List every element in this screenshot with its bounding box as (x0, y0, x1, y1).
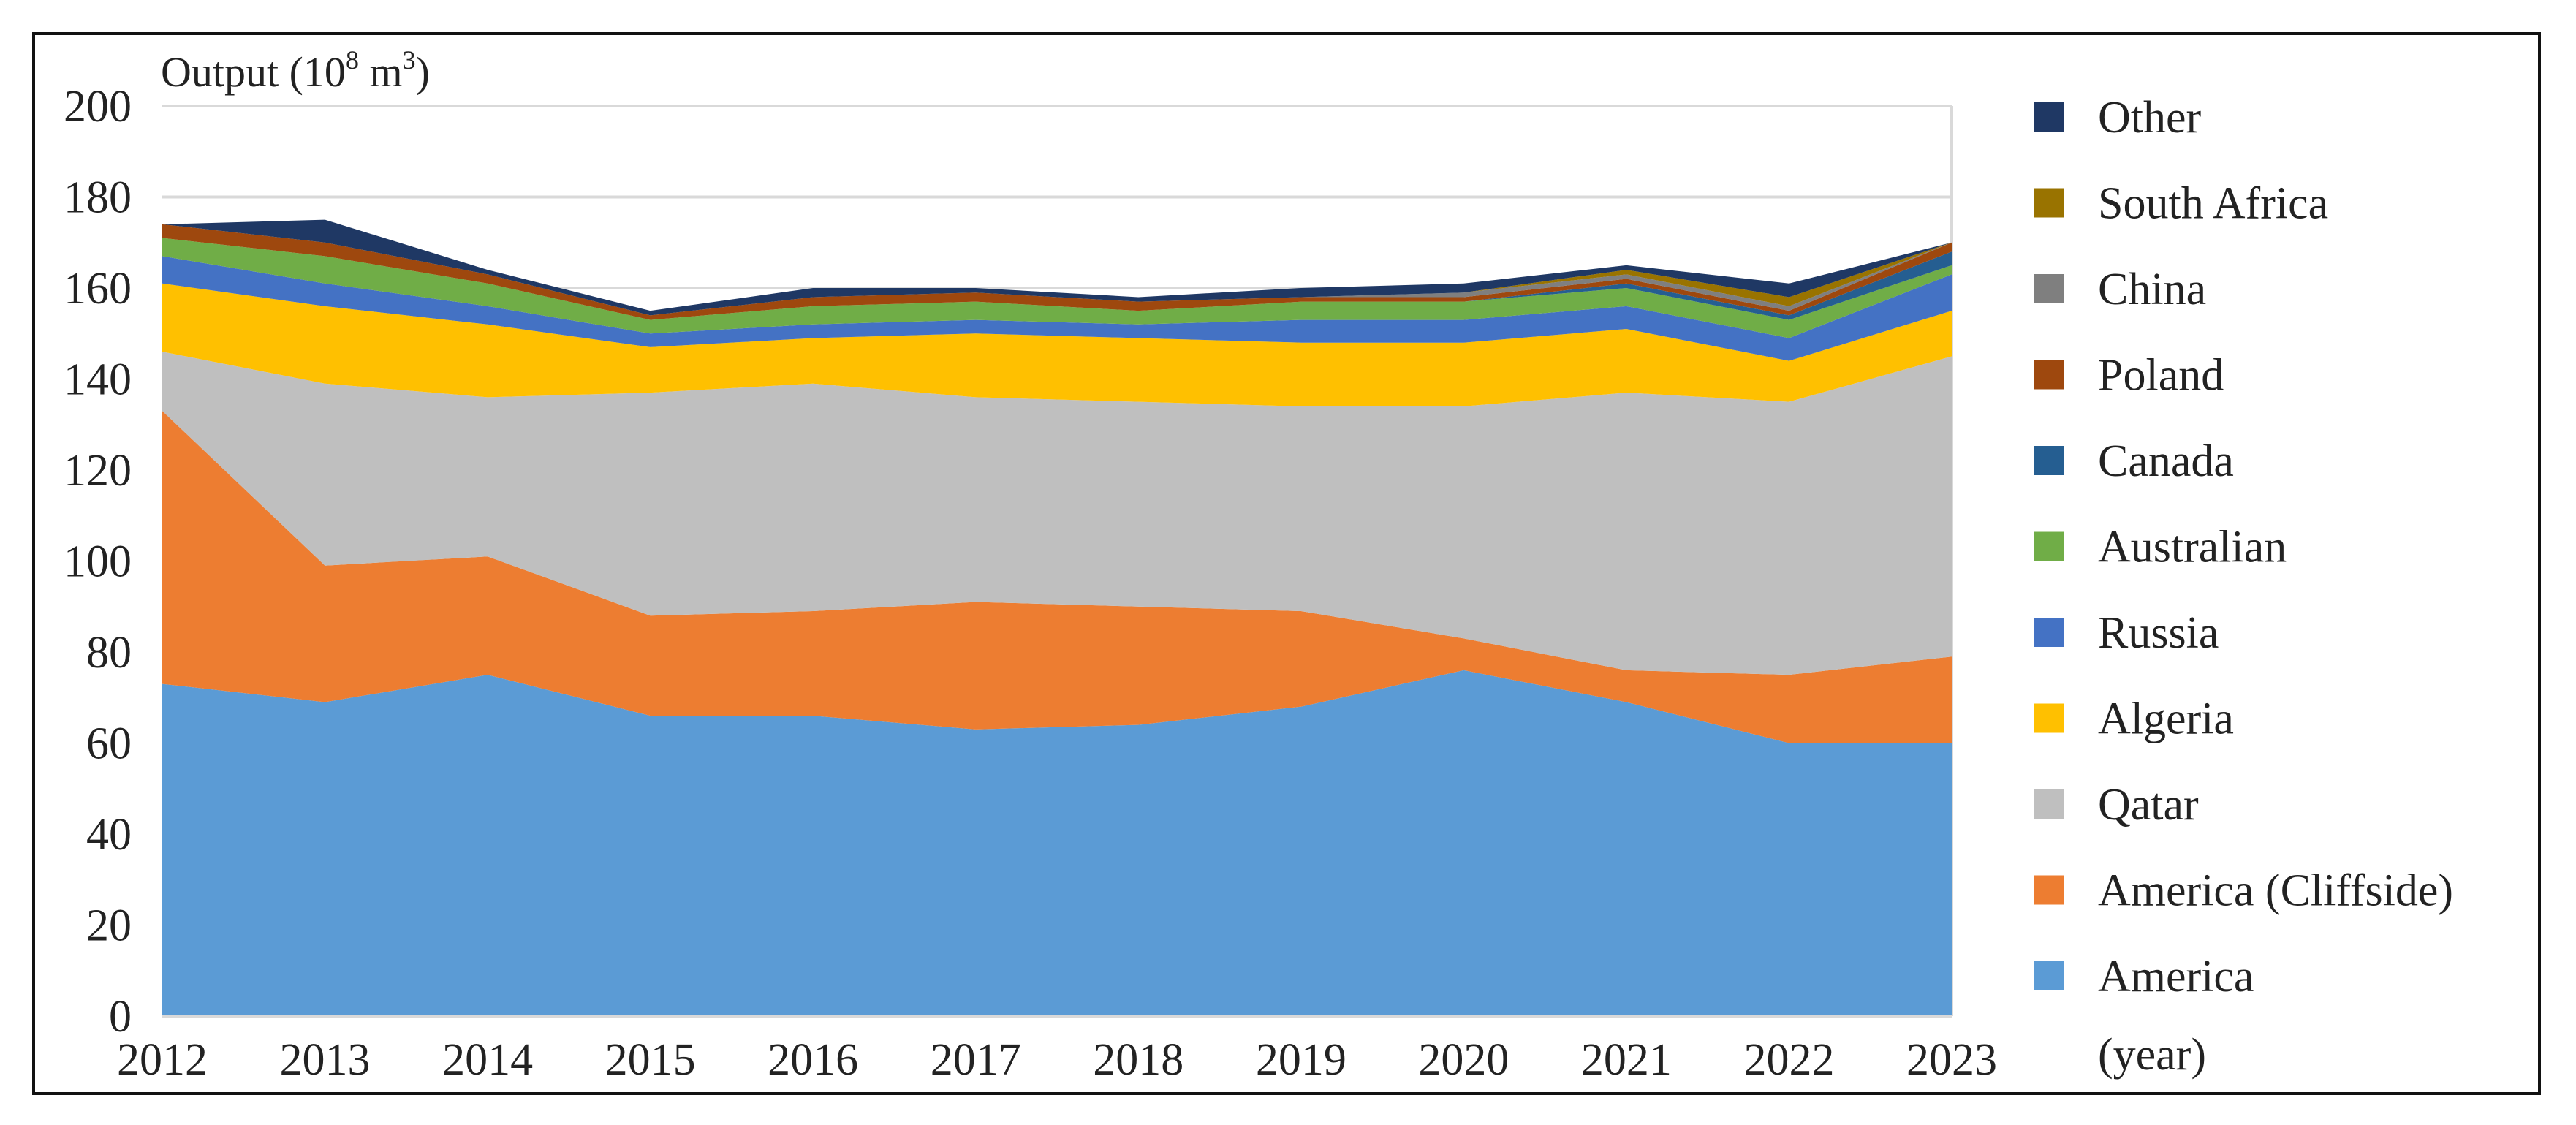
legend-label-algeria: Algeria (2098, 694, 2234, 744)
area-qatar (162, 352, 1952, 675)
area-algeria (162, 283, 1952, 406)
area-poland (162, 224, 1952, 320)
x-tick-label: 2015 (605, 1035, 696, 1085)
y-tick-label: 180 (64, 173, 132, 223)
y-tick-label: 40 (86, 810, 132, 860)
x-axis-title: (year) (2098, 1030, 2206, 1080)
y-tick-label: 60 (86, 719, 132, 769)
y-tick-label: 160 (64, 264, 132, 314)
y-tick-label: 140 (64, 355, 132, 405)
legend-label-china: China (2098, 265, 2206, 314)
axes: 0 20 40 60 80 100 120 140 160 180 200 2012 2013 2014 2… (64, 82, 1997, 1085)
area-russia (162, 256, 1952, 361)
y-tick-label: 120 (64, 446, 132, 496)
legend-label-australian: Australian (2098, 523, 2287, 572)
legend-label-america-cliffside: America (Cliffside) (2098, 866, 2453, 916)
legend-label-poland: Poland (2098, 351, 2224, 401)
y-tick-label: 80 (86, 628, 132, 678)
x-tick-label: 2017 (931, 1035, 1021, 1085)
legend-swatch-america (2034, 961, 2064, 990)
x-tick-label: 2020 (1418, 1035, 1509, 1085)
x-tick-label: 2014 (442, 1035, 533, 1085)
area-other (162, 219, 1952, 316)
legend-label-america: America (2098, 952, 2254, 1001)
legend-swatch-south-africa (2034, 188, 2064, 218)
y-tick-label: 0 (109, 992, 132, 1042)
x-tick-label: 2016 (768, 1035, 858, 1085)
legend-label-other: Other (2098, 93, 2202, 143)
legend-label-russia: Russia (2098, 608, 2219, 658)
area-china (162, 224, 1952, 316)
legend-swatch-america-cliffside (2034, 875, 2064, 905)
legend-label-canada: Canada (2098, 436, 2234, 486)
legend-swatch-canada (2034, 446, 2064, 475)
y-axis-title: Output (108 m3) (161, 45, 430, 96)
area-america-cliffside (162, 411, 1952, 743)
x-tick-label: 2019 (1256, 1035, 1346, 1085)
legend-swatch-poland (2034, 360, 2064, 390)
x-tick-label: 2021 (1581, 1035, 1672, 1085)
legend-label-south-africa: South Africa (2098, 179, 2328, 229)
legend-swatch-algeria (2034, 703, 2064, 733)
area-america (162, 670, 1952, 1016)
x-tick-label: 2013 (280, 1035, 371, 1085)
legend-swatch-other (2034, 102, 2064, 132)
x-tick-label: 2022 (1743, 1035, 1834, 1085)
x-tick-label: 2012 (117, 1035, 208, 1085)
y-tick-label: 200 (64, 82, 132, 132)
legend: Other South Africa China Poland Canada Austra… (2034, 93, 2453, 1001)
y-tick-label: 100 (64, 537, 132, 587)
legend-swatch-china (2034, 274, 2064, 303)
legend-label-qatar: Qatar (2098, 780, 2199, 830)
legend-swatch-qatar (2034, 789, 2064, 819)
y-tick-label: 20 (86, 901, 132, 951)
legend-swatch-russia (2034, 618, 2064, 647)
area-australian (162, 238, 1952, 338)
x-tick-label: 2018 (1093, 1035, 1183, 1085)
legend-swatch-australian (2034, 531, 2064, 561)
area-series-group (162, 219, 1952, 1016)
x-tick-label: 2023 (1906, 1035, 1997, 1085)
